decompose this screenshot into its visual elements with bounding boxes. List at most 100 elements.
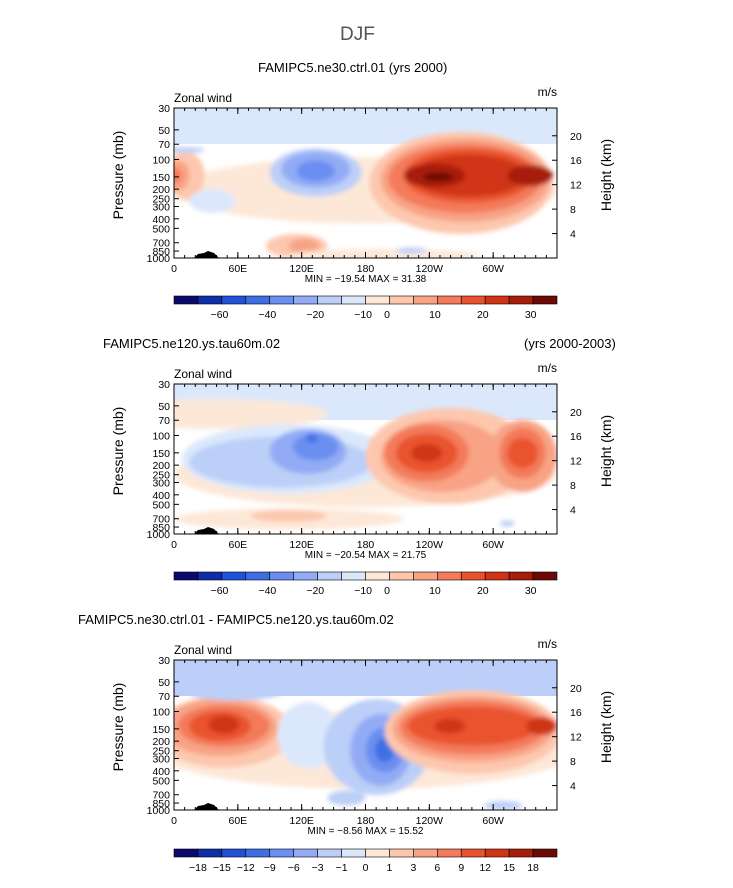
pressure-tick-label: 200 bbox=[152, 184, 170, 196]
variable-label: Zonal wind bbox=[174, 91, 232, 105]
colorbar-label: −60 bbox=[211, 585, 229, 597]
colorbar-swatch bbox=[413, 571, 438, 581]
contour-region bbox=[507, 438, 538, 468]
colorbar-swatch bbox=[532, 848, 558, 858]
contour-region bbox=[327, 790, 366, 806]
pressure-tick-label: 500 bbox=[152, 775, 170, 787]
colorbar-swatch bbox=[197, 295, 223, 305]
topography-mask bbox=[194, 527, 219, 534]
lon-tick-label: 180 bbox=[357, 539, 375, 551]
colorbar-swatch bbox=[293, 571, 318, 581]
colorbar-label: 0 bbox=[384, 585, 390, 597]
colorbar-label: 0 bbox=[384, 309, 390, 321]
panel-1: 3050701001502002503004005007008501000201… bbox=[110, 85, 614, 321]
y-axis-label-left: Pressure (mb) bbox=[110, 407, 126, 496]
lon-tick-label: 0 bbox=[171, 263, 177, 275]
colorbar-swatch bbox=[173, 571, 199, 581]
y-axis-label-right: Height (km) bbox=[598, 415, 614, 487]
contour-region bbox=[174, 399, 328, 429]
pressure-tick-label: 250 bbox=[152, 470, 170, 482]
contour-fills bbox=[174, 399, 557, 530]
colorbar-label: 20 bbox=[477, 585, 489, 597]
colorbar-label: −15 bbox=[213, 862, 231, 874]
height-tick-label: 20 bbox=[570, 407, 582, 419]
pressure-tick-label: 300 bbox=[152, 201, 170, 213]
colorbar-swatch bbox=[269, 571, 294, 581]
pressure-tick-label: 50 bbox=[158, 401, 170, 413]
lon-tick-label: 0 bbox=[171, 815, 177, 827]
min-max-stats: MIN = −8.56 MAX = 15.52 bbox=[308, 826, 424, 837]
units-label: m/s bbox=[538, 637, 557, 651]
panel-2-title: FAMIPC5.ne120.ys.tau60m.02 bbox=[103, 336, 281, 351]
contour-region bbox=[277, 702, 339, 768]
units-label: m/s bbox=[538, 361, 557, 375]
contour-region bbox=[296, 160, 335, 182]
colorbar-label: −40 bbox=[258, 309, 276, 321]
variable-label: Zonal wind bbox=[174, 643, 232, 657]
min-max-stats: MIN = −20.54 MAX = 21.75 bbox=[305, 550, 427, 561]
lon-tick-label: 60W bbox=[482, 263, 504, 275]
colorbar-swatch bbox=[508, 848, 534, 858]
pressure-tick-label: 400 bbox=[152, 766, 170, 778]
colorbar-swatch bbox=[365, 848, 390, 858]
height-tick-label: 12 bbox=[570, 456, 582, 468]
pressure-tick-label: 250 bbox=[152, 194, 170, 206]
y-axis-label-right: Height (km) bbox=[598, 691, 614, 763]
colorbar-swatch bbox=[508, 295, 534, 305]
colorbar-label: −40 bbox=[258, 585, 276, 597]
pressure-tick-label: 70 bbox=[158, 415, 170, 427]
colorbar-label: −1 bbox=[336, 862, 348, 874]
colorbar-label: 18 bbox=[527, 862, 539, 874]
height-tick-label: 20 bbox=[570, 683, 582, 695]
contour-field bbox=[174, 108, 557, 258]
colorbar-swatch bbox=[197, 848, 223, 858]
colorbar-swatch bbox=[293, 295, 318, 305]
contour-region bbox=[250, 510, 328, 522]
pressure-tick-label: 1000 bbox=[147, 253, 171, 265]
pressure-tick-label: 100 bbox=[152, 431, 170, 443]
panel-2: 3050701001502002503004005007008501000201… bbox=[110, 361, 614, 597]
height-tick-label: 8 bbox=[570, 756, 576, 768]
colorbar-swatch bbox=[341, 571, 366, 581]
contour-fills bbox=[174, 685, 557, 810]
colorbar-swatch bbox=[460, 848, 486, 858]
colorbar-swatch bbox=[484, 571, 510, 581]
panel-3: 3050701001502002503004005007008501000201… bbox=[110, 637, 614, 874]
pressure-tick-label: 150 bbox=[152, 172, 170, 184]
lon-tick-label: 60W bbox=[482, 539, 504, 551]
lon-tick-label: 0 bbox=[171, 539, 177, 551]
colorbar-label: 9 bbox=[458, 862, 464, 874]
lon-tick-label: 60E bbox=[228, 815, 247, 827]
colorbar-swatch bbox=[317, 295, 342, 305]
pressure-tick-label: 50 bbox=[158, 125, 170, 137]
colorbar-swatch bbox=[460, 571, 486, 581]
pressure-tick-label: 250 bbox=[152, 746, 170, 758]
colorbar-label: −18 bbox=[189, 862, 207, 874]
topography-mask bbox=[194, 251, 219, 258]
contour-region bbox=[174, 168, 182, 183]
contour-region bbox=[189, 189, 236, 213]
pressure-tick-label: 500 bbox=[152, 223, 170, 235]
colorbar-label: 6 bbox=[434, 862, 440, 874]
colorbar-label: 15 bbox=[503, 862, 515, 874]
lon-tick-label: 120W bbox=[416, 539, 444, 551]
pressure-tick-label: 200 bbox=[152, 460, 170, 472]
contour-region bbox=[411, 444, 443, 462]
colorbar-swatch bbox=[532, 571, 558, 581]
y-axis-label-right: Height (km) bbox=[598, 139, 614, 211]
panel-3-title: FAMIPC5.ne30.ctrl.01 - FAMIPC5.ne120.ys.… bbox=[78, 612, 394, 627]
contour-region bbox=[288, 249, 481, 258]
colorbar-label: −60 bbox=[211, 309, 229, 321]
pressure-tick-label: 500 bbox=[152, 499, 170, 511]
colorbar-swatch bbox=[173, 848, 199, 858]
colorbar: −60 −40 −20 −10 0 10 20 30 bbox=[173, 295, 558, 321]
lon-tick-label: 60E bbox=[228, 539, 247, 551]
pressure-tick-label: 700 bbox=[152, 790, 170, 802]
colorbar-swatch bbox=[365, 571, 390, 581]
height-tick-label: 16 bbox=[570, 707, 582, 719]
colorbar-swatch bbox=[484, 295, 510, 305]
colorbar-label: 0 bbox=[363, 862, 369, 874]
colorbar-swatch bbox=[484, 848, 510, 858]
height-tick-label: 12 bbox=[570, 732, 582, 744]
colorbar-label: 20 bbox=[477, 309, 489, 321]
